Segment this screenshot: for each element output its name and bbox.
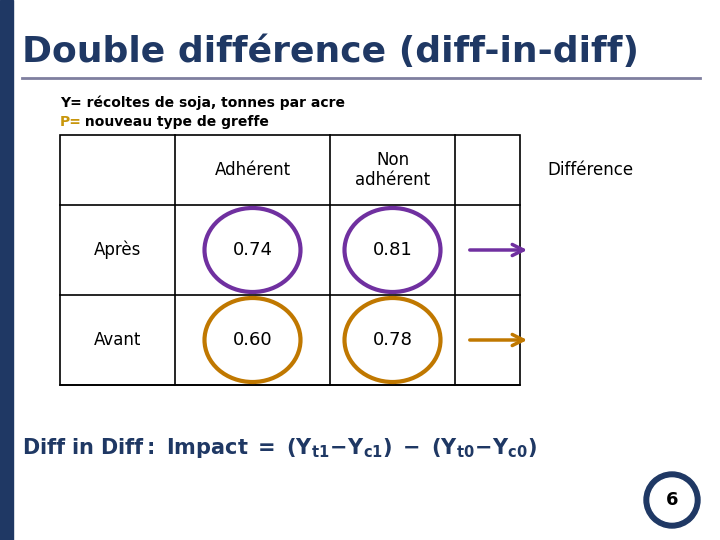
Text: Après: Après — [94, 241, 141, 259]
Text: 0.81: 0.81 — [373, 241, 413, 259]
Text: Y= récoltes de soja, tonnes par acre: Y= récoltes de soja, tonnes par acre — [60, 96, 345, 110]
Text: Non
adhérent: Non adhérent — [355, 151, 430, 190]
Text: Avant: Avant — [94, 331, 141, 349]
Text: Double différence (diff-in-diff): Double différence (diff-in-diff) — [22, 35, 639, 69]
Text: Adhérent: Adhérent — [215, 161, 291, 179]
Circle shape — [650, 478, 694, 522]
Bar — [0, 0, 13, 540]
Circle shape — [644, 472, 700, 528]
Text: Différence: Différence — [547, 161, 633, 179]
Text: $\mathbf{Diff\ in\ Diff:\ Impact\ =\ (Y_{t1}\!-\!Y_{c1})\ -\ (Y_{t0}\!-\!Y_{c0}): $\mathbf{Diff\ in\ Diff:\ Impact\ =\ (Y_… — [22, 436, 537, 460]
Text: P=: P= — [60, 115, 82, 129]
Bar — [60, 135, 520, 385]
Text: 6: 6 — [666, 491, 678, 509]
Text: 0.74: 0.74 — [233, 241, 272, 259]
Text: nouveau type de greffe: nouveau type de greffe — [80, 115, 269, 129]
Text: 0.78: 0.78 — [372, 331, 413, 349]
Text: 0.60: 0.60 — [233, 331, 272, 349]
